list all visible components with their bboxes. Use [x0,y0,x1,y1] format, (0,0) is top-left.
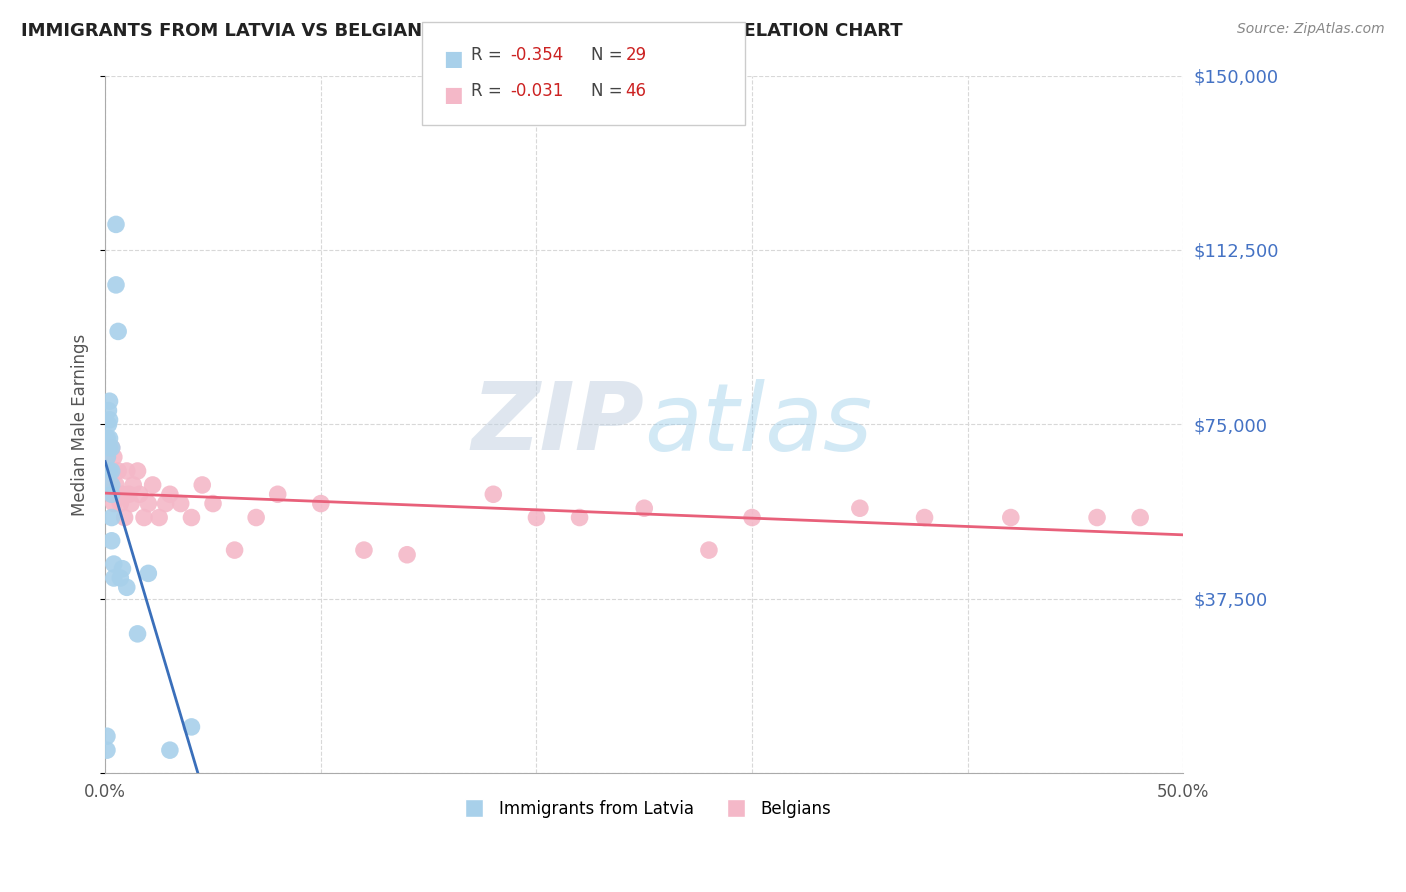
Point [396,548,419,562]
Point [159,487,181,501]
Text: ZIP: ZIP [471,378,644,470]
Point [104,218,127,232]
Point [107,325,129,339]
Point [111,487,134,501]
Point [138,566,160,581]
Point [1129,510,1152,524]
Point [914,510,936,524]
Point [148,510,170,524]
Point [98,478,121,492]
Point [96,432,118,446]
Point [118,487,141,501]
Point [98,432,121,446]
Point [122,478,145,492]
Point [224,543,246,558]
Point [267,487,290,501]
Point [159,743,181,757]
Point [114,510,136,524]
Point [1085,510,1108,524]
Text: 29: 29 [626,46,647,64]
Point [128,487,150,501]
Point [98,464,121,478]
Point [103,571,125,585]
Point [97,403,120,417]
Point [98,441,121,455]
Point [100,510,122,524]
Point [180,720,202,734]
Point [115,464,138,478]
Point [127,464,149,478]
Point [100,441,122,455]
Point [1000,510,1022,524]
Point [482,487,505,501]
Point [107,464,129,478]
Point [98,394,121,409]
Point [155,497,177,511]
Point [127,627,149,641]
Point [110,497,132,511]
Point [697,543,720,558]
Text: -0.354: -0.354 [510,46,564,64]
Point [170,497,193,511]
Point [104,478,127,492]
Point [633,501,655,516]
Point [353,543,375,558]
Point [115,580,138,594]
Text: N =: N = [591,46,627,64]
Point [180,510,202,524]
Point [132,510,155,524]
Point [526,510,548,524]
Text: atlas: atlas [644,379,873,470]
Point [96,450,118,464]
Point [103,450,125,464]
Point [97,417,120,432]
Y-axis label: Median Male Earnings: Median Male Earnings [72,334,89,516]
Text: Source: ZipAtlas.com: Source: ZipAtlas.com [1237,22,1385,37]
Point [849,501,872,516]
Text: 46: 46 [626,82,647,100]
Text: N =: N = [591,82,627,100]
Point [202,497,225,511]
Point [741,510,763,524]
Point [309,497,332,511]
Point [104,277,127,292]
Point [100,487,122,501]
Point [245,510,267,524]
Point [191,478,214,492]
Text: ■: ■ [443,85,463,104]
Point [100,533,122,548]
Point [100,464,122,478]
Point [103,557,125,571]
Text: -0.031: -0.031 [510,82,564,100]
Point [120,497,142,511]
Point [100,441,122,455]
Point [98,413,121,427]
Point [100,478,122,492]
Point [98,464,121,478]
Point [568,510,591,524]
Text: IMMIGRANTS FROM LATVIA VS BELGIAN MEDIAN MALE EARNINGS CORRELATION CHART: IMMIGRANTS FROM LATVIA VS BELGIAN MEDIAN… [21,22,903,40]
Point [103,497,125,511]
Point [96,450,118,464]
Point [100,487,122,501]
Point [110,571,132,585]
Legend: Immigrants from Latvia, Belgians: Immigrants from Latvia, Belgians [450,793,838,824]
Point [111,562,134,576]
Point [138,497,160,511]
Text: ■: ■ [443,49,463,69]
Point [96,743,118,757]
Point [142,478,165,492]
Point [96,729,118,743]
Text: R =: R = [471,46,508,64]
Text: R =: R = [471,82,508,100]
Point [100,464,122,478]
